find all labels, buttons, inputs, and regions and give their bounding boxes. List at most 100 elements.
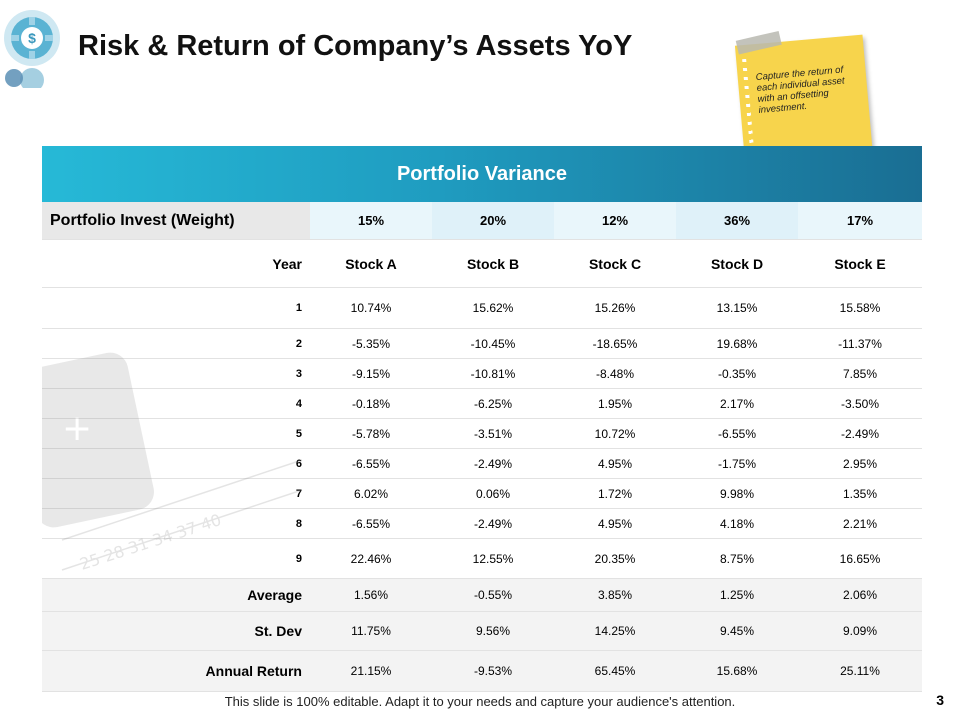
return-cell: -1.75% (676, 448, 798, 479)
table-row: 2 -5.35% -10.45% -18.65% 19.68% -11.37% (42, 328, 922, 359)
return-cell: -11.37% (798, 328, 922, 359)
return-cell: -9.15% (310, 358, 432, 389)
stat-cell: 21.15% (310, 650, 432, 692)
return-cell: -0.35% (676, 358, 798, 389)
year-cell: 6 (42, 448, 310, 479)
table-row: 7 6.02% 0.06% 1.72% 9.98% 1.35% (42, 478, 922, 509)
portfolio-table: Portfolio Variance Portfolio Invest (Wei… (42, 146, 922, 692)
year-header: Year (42, 239, 310, 288)
return-cell: 10.72% (554, 418, 676, 449)
return-cell: -3.50% (798, 388, 922, 419)
svg-text:25 28 31 34 37 40: 25 28 31 34 37 40 (77, 510, 223, 574)
stock-header: Stock D (676, 239, 798, 288)
return-cell: 20.35% (554, 538, 676, 579)
note-text: Capture the return of each individual as… (755, 64, 846, 116)
return-cell: 1.72% (554, 478, 676, 509)
return-cell: -5.78% (310, 418, 432, 449)
year-cell: 8 (42, 508, 310, 539)
table-row: 1 10.74% 15.62% 15.26% 13.15% 15.58% (42, 287, 922, 329)
table-row: 6 -6.55% -2.49% 4.95% -1.75% 2.95% (42, 448, 922, 479)
dollar-gear-logo: $ (2, 8, 64, 92)
return-cell: 13.15% (676, 287, 798, 329)
stat-cell: 65.45% (554, 650, 676, 692)
stock-header: Stock A (310, 239, 432, 288)
return-cell: -6.25% (432, 388, 554, 419)
year-cell: 1 (42, 287, 310, 329)
return-cell: -3.51% (432, 418, 554, 449)
table-row: 9 22.46% 12.55% 20.35% 8.75% 16.65% (42, 538, 922, 579)
page-title: Risk & Return of Company’s Assets YoY (78, 30, 633, 62)
return-cell: 4.95% (554, 448, 676, 479)
stat-label: Annual Return (42, 650, 310, 692)
page-number: 3 (936, 692, 944, 708)
stock-header: Stock C (554, 239, 676, 288)
stat-cell: 2.06% (798, 578, 922, 612)
return-cell: -18.65% (554, 328, 676, 359)
year-cell: 9 (42, 538, 310, 579)
stat-row: Average 1.56% -0.55% 3.85% 1.25% 2.06% (42, 578, 922, 612)
dollar-gear-icon: $ (4, 10, 60, 92)
stat-row: Annual Return 21.15% -9.53% 65.45% 15.68% 25.… (42, 650, 922, 692)
weight-cell: 15% (310, 202, 432, 240)
return-cell: 4.18% (676, 508, 798, 539)
return-cell: 16.65% (798, 538, 922, 579)
calculator-background-image: + 25 28 31 34 37 40 (42, 240, 312, 580)
year-cell: 7 (42, 478, 310, 509)
return-cell: 2.21% (798, 508, 922, 539)
stat-cell: 3.85% (554, 578, 676, 612)
return-cell: -2.49% (798, 418, 922, 449)
weight-cell: 20% (432, 202, 554, 240)
weight-cell: 17% (798, 202, 922, 240)
return-cell: 2.95% (798, 448, 922, 479)
stat-cell: 11.75% (310, 611, 432, 651)
return-cell: 15.58% (798, 287, 922, 329)
stat-label: St. Dev (42, 611, 310, 651)
stat-cell: 15.68% (676, 650, 798, 692)
return-cell: 22.46% (310, 538, 432, 579)
return-cell: -0.18% (310, 388, 432, 419)
return-cell: -10.81% (432, 358, 554, 389)
return-cell: 8.75% (676, 538, 798, 579)
return-cell: -5.35% (310, 328, 432, 359)
stat-row: St. Dev 11.75% 9.56% 14.25% 9.45% 9.09% (42, 611, 922, 651)
weight-label: Portfolio Invest (Weight) (42, 202, 310, 240)
stat-cell: 1.56% (310, 578, 432, 612)
year-cell: 5 (42, 418, 310, 449)
stat-cell: 9.45% (676, 611, 798, 651)
weight-row: Portfolio Invest (Weight) 15% 20% 12% 36% 17% (42, 202, 922, 240)
return-cell: 2.17% (676, 388, 798, 419)
return-cell: 7.85% (798, 358, 922, 389)
return-cell: -8.48% (554, 358, 676, 389)
header-row: Year Stock A Stock B Stock C Stock D Stock E (42, 239, 922, 288)
stock-header: Stock B (432, 239, 554, 288)
variance-table: Portfolio Invest (Weight) 15% 20% 12% 36% 17%… (42, 202, 922, 692)
table-row: 4 -0.18% -6.25% 1.95% 2.17% -3.50% (42, 388, 922, 419)
stat-cell: -9.53% (432, 650, 554, 692)
return-cell: -6.55% (676, 418, 798, 449)
stat-cell: 9.56% (432, 611, 554, 651)
table-row: 5 -5.78% -3.51% 10.72% -6.55% -2.49% (42, 418, 922, 449)
table-row: 8 -6.55% -2.49% 4.95% 4.18% 2.21% (42, 508, 922, 539)
stat-cell: 1.25% (676, 578, 798, 612)
return-cell: -2.49% (432, 448, 554, 479)
table-banner: Portfolio Variance (42, 146, 922, 202)
weight-cell: 36% (676, 202, 798, 240)
return-cell: -6.55% (310, 508, 432, 539)
return-cell: 9.98% (676, 478, 798, 509)
return-cell: 4.95% (554, 508, 676, 539)
weight-cell: 12% (554, 202, 676, 240)
return-cell: 1.95% (554, 388, 676, 419)
stat-cell: -0.55% (432, 578, 554, 612)
stat-label: Average (42, 578, 310, 612)
return-cell: 19.68% (676, 328, 798, 359)
return-cell: 10.74% (310, 287, 432, 329)
stat-cell: 9.09% (798, 611, 922, 651)
return-cell: 6.02% (310, 478, 432, 509)
tape-strip (735, 30, 782, 55)
return-cell: 12.55% (432, 538, 554, 579)
year-cell: 2 (42, 328, 310, 359)
return-cell: 15.26% (554, 287, 676, 329)
return-cell: -6.55% (310, 448, 432, 479)
footer-note: This slide is 100% editable. Adapt it to… (224, 694, 736, 709)
svg-text:$: $ (28, 30, 36, 46)
